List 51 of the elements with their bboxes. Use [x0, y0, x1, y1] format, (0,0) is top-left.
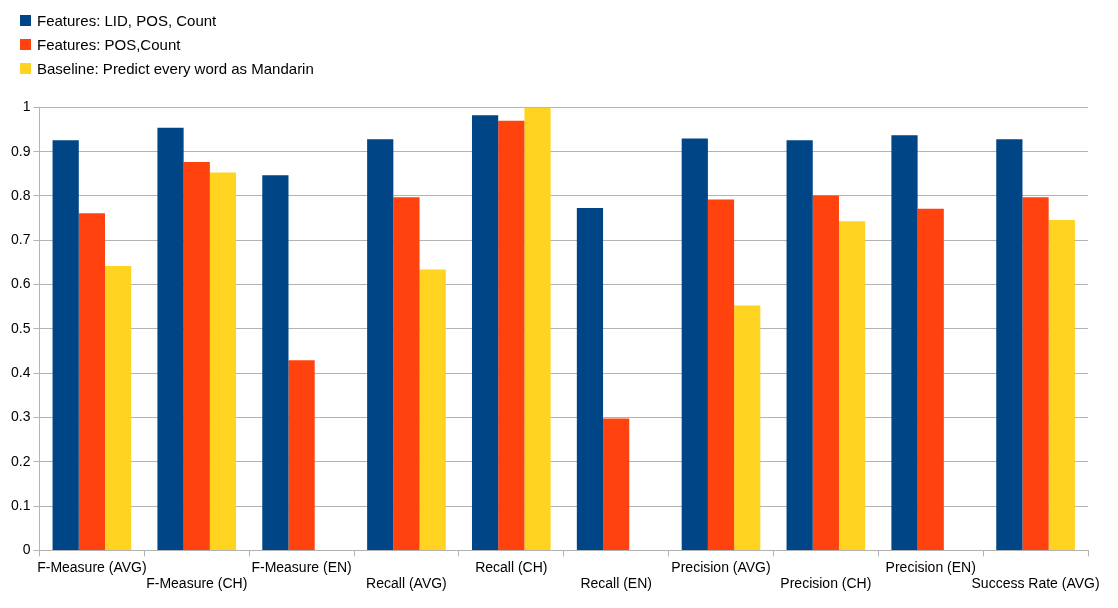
bar — [1022, 197, 1049, 550]
bar — [891, 135, 918, 550]
bar — [209, 172, 237, 550]
y-tick-label: 0.8 — [10, 186, 31, 203]
bar — [105, 265, 132, 550]
x-tick-label: F-Measure (EN) — [251, 558, 352, 575]
bar — [471, 115, 499, 550]
y-tick-label: 0.7 — [10, 231, 31, 248]
x-tick-label: Recall (AVG) — [366, 575, 447, 592]
y-tick-label: 0.5 — [10, 319, 31, 336]
bar — [996, 139, 1023, 550]
bar — [786, 140, 813, 550]
bar — [917, 208, 944, 550]
y-tick-label: 0.9 — [10, 142, 31, 159]
x-tick-label: F-Measure (AVG) — [37, 558, 147, 575]
bar — [367, 139, 394, 550]
y-tick-label: 0.2 — [10, 452, 31, 469]
bar — [524, 107, 551, 550]
bar — [603, 418, 630, 550]
bar — [157, 127, 184, 550]
bar — [498, 120, 525, 550]
y-tick-label: 0.6 — [10, 275, 31, 292]
bar — [812, 195, 839, 550]
bar — [262, 175, 289, 550]
bar — [838, 221, 866, 550]
x-tick-label: Recall (CH) — [475, 558, 548, 575]
bar — [576, 207, 604, 550]
legend-label: Features: POS,Count — [37, 35, 181, 53]
x-tick-label: Precision (CH) — [780, 575, 872, 592]
x-tick-label: Success Rate (AVG) — [971, 575, 1100, 592]
y-tick-label: 0 — [22, 541, 31, 558]
x-tick-label: F-Measure (CH) — [146, 575, 248, 592]
y-tick-label: 0.3 — [10, 408, 31, 425]
y-tick-label: 1 — [22, 98, 31, 115]
bar — [183, 161, 210, 550]
bar — [734, 305, 761, 550]
x-tick-label: Precision (AVG) — [671, 558, 771, 575]
legend-label: Features: LID, POS, Count — [37, 11, 217, 29]
bar — [78, 213, 105, 550]
bar — [707, 199, 735, 550]
bar — [1048, 219, 1075, 550]
y-tick-label: 0.4 — [10, 364, 31, 381]
x-tick-label: Recall (EN) — [580, 575, 652, 592]
legend-label: Baseline: Predict every word as Mandarin — [37, 59, 314, 77]
x-tick-label: Precision (EN) — [885, 558, 976, 575]
bar — [419, 269, 446, 550]
bar — [288, 360, 315, 550]
bar — [52, 140, 79, 550]
bar — [393, 197, 420, 550]
bar — [681, 138, 708, 550]
y-tick-label: 0.1 — [10, 496, 31, 513]
